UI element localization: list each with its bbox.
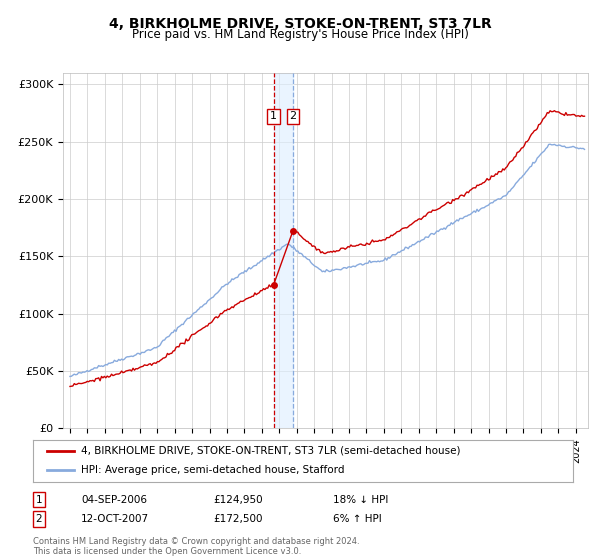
Text: HPI: Average price, semi-detached house, Stafford: HPI: Average price, semi-detached house,… xyxy=(80,465,344,475)
Text: 12-OCT-2007: 12-OCT-2007 xyxy=(81,514,149,524)
Bar xyxy=(274,73,293,428)
Text: £172,500: £172,500 xyxy=(213,514,263,524)
Text: 4, BIRKHOLME DRIVE, STOKE-ON-TRENT, ST3 7LR (semi-detached house): 4, BIRKHOLME DRIVE, STOKE-ON-TRENT, ST3 … xyxy=(80,446,460,456)
Text: 6% ↑ HPI: 6% ↑ HPI xyxy=(333,514,382,524)
Text: 1: 1 xyxy=(270,111,277,122)
Text: 2: 2 xyxy=(35,514,43,524)
Text: 1: 1 xyxy=(35,494,43,505)
Text: Contains HM Land Registry data © Crown copyright and database right 2024.
This d: Contains HM Land Registry data © Crown c… xyxy=(33,537,359,556)
Text: Price paid vs. HM Land Registry's House Price Index (HPI): Price paid vs. HM Land Registry's House … xyxy=(131,28,469,41)
Text: 04-SEP-2006: 04-SEP-2006 xyxy=(81,494,147,505)
Text: 18% ↓ HPI: 18% ↓ HPI xyxy=(333,494,388,505)
Text: £124,950: £124,950 xyxy=(213,494,263,505)
Text: 2: 2 xyxy=(289,111,296,122)
Text: 4, BIRKHOLME DRIVE, STOKE-ON-TRENT, ST3 7LR: 4, BIRKHOLME DRIVE, STOKE-ON-TRENT, ST3 … xyxy=(109,16,491,30)
